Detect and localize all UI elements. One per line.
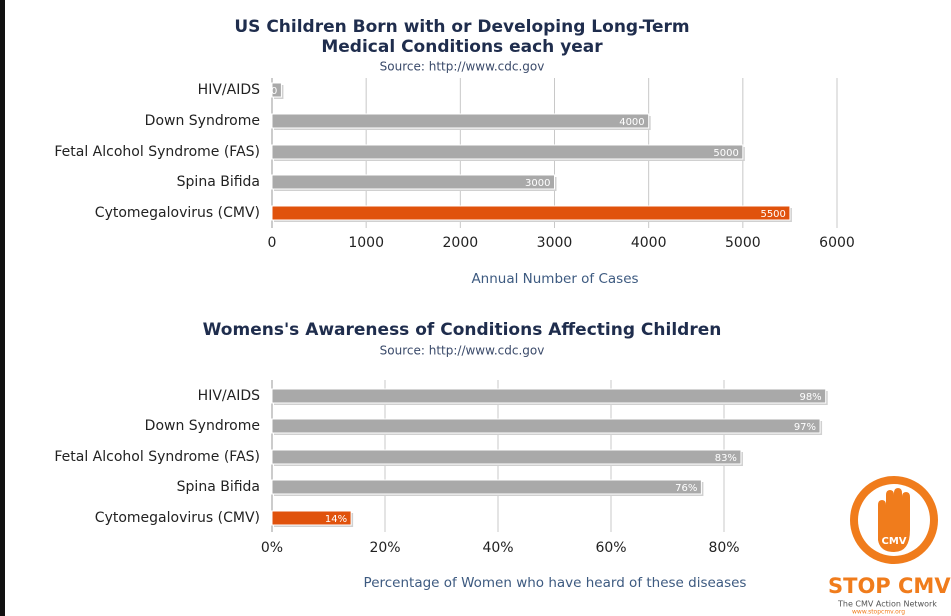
- bar: [271, 113, 650, 129]
- bar: [271, 449, 742, 465]
- category-label: Spina Bifida: [177, 479, 260, 495]
- x-axis-label: Percentage of Women who have heard of th…: [364, 575, 747, 591]
- value-label: 100: [258, 86, 277, 97]
- category-label: HIV/AIDS: [198, 82, 260, 98]
- category-label: Fetal Alcohol Syndrome (FAS): [54, 144, 260, 160]
- value-label: 3000: [525, 178, 550, 189]
- chart-subtitle: Source: http://www.cdc.gov: [380, 60, 545, 74]
- bar: [271, 479, 702, 495]
- category-label: Cytomegalovirus (CMV): [95, 510, 260, 526]
- bar: [271, 174, 555, 190]
- value-label: 5000: [713, 148, 738, 159]
- x-tick-label: 5000: [725, 235, 761, 251]
- x-axis-label: Annual Number of Cases: [471, 271, 638, 287]
- value-label: 83%: [715, 453, 737, 464]
- value-label: 14%: [325, 514, 347, 525]
- x-tick-label: 20%: [369, 540, 400, 556]
- chart-title: Womens's Awareness of Conditions Affecti…: [203, 320, 722, 340]
- chart-subtitle: Source: http://www.cdc.gov: [380, 344, 545, 358]
- x-tick-label: 3000: [537, 235, 573, 251]
- category-label: Spina Bifida: [177, 174, 260, 190]
- chart-title: US Children Born with or Developing Long…: [234, 17, 689, 37]
- bar: [271, 388, 827, 404]
- bar: [271, 205, 791, 221]
- chart-title: Medical Conditions each year: [321, 37, 603, 57]
- bar: [271, 510, 352, 526]
- x-tick-label: 60%: [595, 540, 626, 556]
- value-label: 5500: [760, 209, 785, 220]
- category-label: Fetal Alcohol Syndrome (FAS): [54, 449, 260, 465]
- x-tick-label: 2000: [443, 235, 479, 251]
- x-tick-label: 80%: [708, 540, 739, 556]
- x-tick-label: 1000: [348, 235, 384, 251]
- value-label: 97%: [794, 422, 816, 433]
- logo-url: www.stopcmv.org: [852, 609, 905, 616]
- logo: CMV STOP CMV The CMV Action Network www.…: [828, 476, 951, 616]
- bar: [271, 418, 821, 434]
- left-border: [0, 0, 5, 616]
- x-tick-label: 0%: [261, 540, 283, 556]
- logo-badge: CMV: [881, 536, 906, 547]
- value-label: 76%: [675, 483, 697, 494]
- value-label: 98%: [799, 392, 821, 403]
- logo-tagline: The CMV Action Network: [837, 600, 937, 609]
- category-label: HIV/AIDS: [198, 388, 260, 404]
- x-tick-label: 6000: [819, 235, 855, 251]
- logo-name: STOP CMV: [828, 574, 951, 598]
- value-label: 4000: [619, 117, 644, 128]
- category-label: Down Syndrome: [145, 418, 260, 434]
- category-label: Cytomegalovirus (CMV): [95, 205, 260, 221]
- x-tick-label: 4000: [631, 235, 667, 251]
- bar: [271, 144, 744, 160]
- bar: [271, 82, 282, 98]
- x-tick-label: 0: [268, 235, 277, 251]
- x-tick-label: 40%: [482, 540, 513, 556]
- logo-hand: [878, 488, 910, 552]
- category-label: Down Syndrome: [145, 113, 260, 129]
